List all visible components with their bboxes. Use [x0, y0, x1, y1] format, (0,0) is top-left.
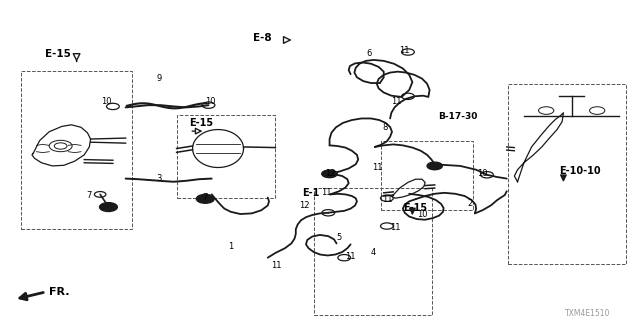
Text: 11: 11	[346, 252, 356, 260]
Text: 3: 3	[156, 174, 161, 183]
Text: E-15: E-15	[189, 118, 214, 128]
Bar	[314, 188, 431, 315]
Text: 10: 10	[205, 97, 216, 106]
Text: 2: 2	[467, 199, 472, 208]
Text: B-17-30: B-17-30	[438, 112, 477, 121]
Text: TXM4E1510: TXM4E1510	[564, 308, 610, 317]
Text: 11: 11	[321, 188, 332, 197]
Circle shape	[100, 203, 117, 212]
Text: 11: 11	[271, 261, 282, 270]
Text: FR.: FR.	[49, 287, 70, 298]
Text: E-15: E-15	[403, 203, 427, 213]
Circle shape	[196, 195, 214, 203]
Text: 10: 10	[477, 169, 488, 178]
Text: 9: 9	[156, 75, 161, 84]
Text: 6: 6	[366, 49, 372, 58]
Circle shape	[322, 170, 337, 178]
Text: 4: 4	[371, 248, 376, 258]
Text: 10: 10	[101, 97, 112, 106]
Text: E-10-10: E-10-10	[559, 166, 600, 176]
Circle shape	[427, 162, 442, 170]
Text: 8: 8	[382, 124, 388, 132]
Text: 7: 7	[203, 193, 208, 202]
Text: 1: 1	[228, 242, 234, 251]
Bar	[177, 115, 275, 197]
Text: E-1: E-1	[302, 188, 319, 198]
Text: 11: 11	[391, 97, 402, 106]
Text: 11: 11	[399, 46, 410, 55]
Text: 7: 7	[86, 191, 92, 201]
Bar	[20, 71, 132, 229]
Text: E-15: E-15	[45, 49, 70, 59]
Text: 11: 11	[390, 223, 401, 232]
Text: 12: 12	[299, 201, 309, 210]
Text: 5: 5	[337, 233, 342, 242]
Text: 11: 11	[381, 195, 392, 204]
Bar	[508, 84, 626, 264]
Text: E-8: E-8	[253, 33, 272, 43]
Text: 10: 10	[417, 211, 428, 220]
Text: 12: 12	[325, 169, 335, 178]
Text: 11: 11	[372, 163, 383, 172]
Bar	[381, 140, 473, 210]
